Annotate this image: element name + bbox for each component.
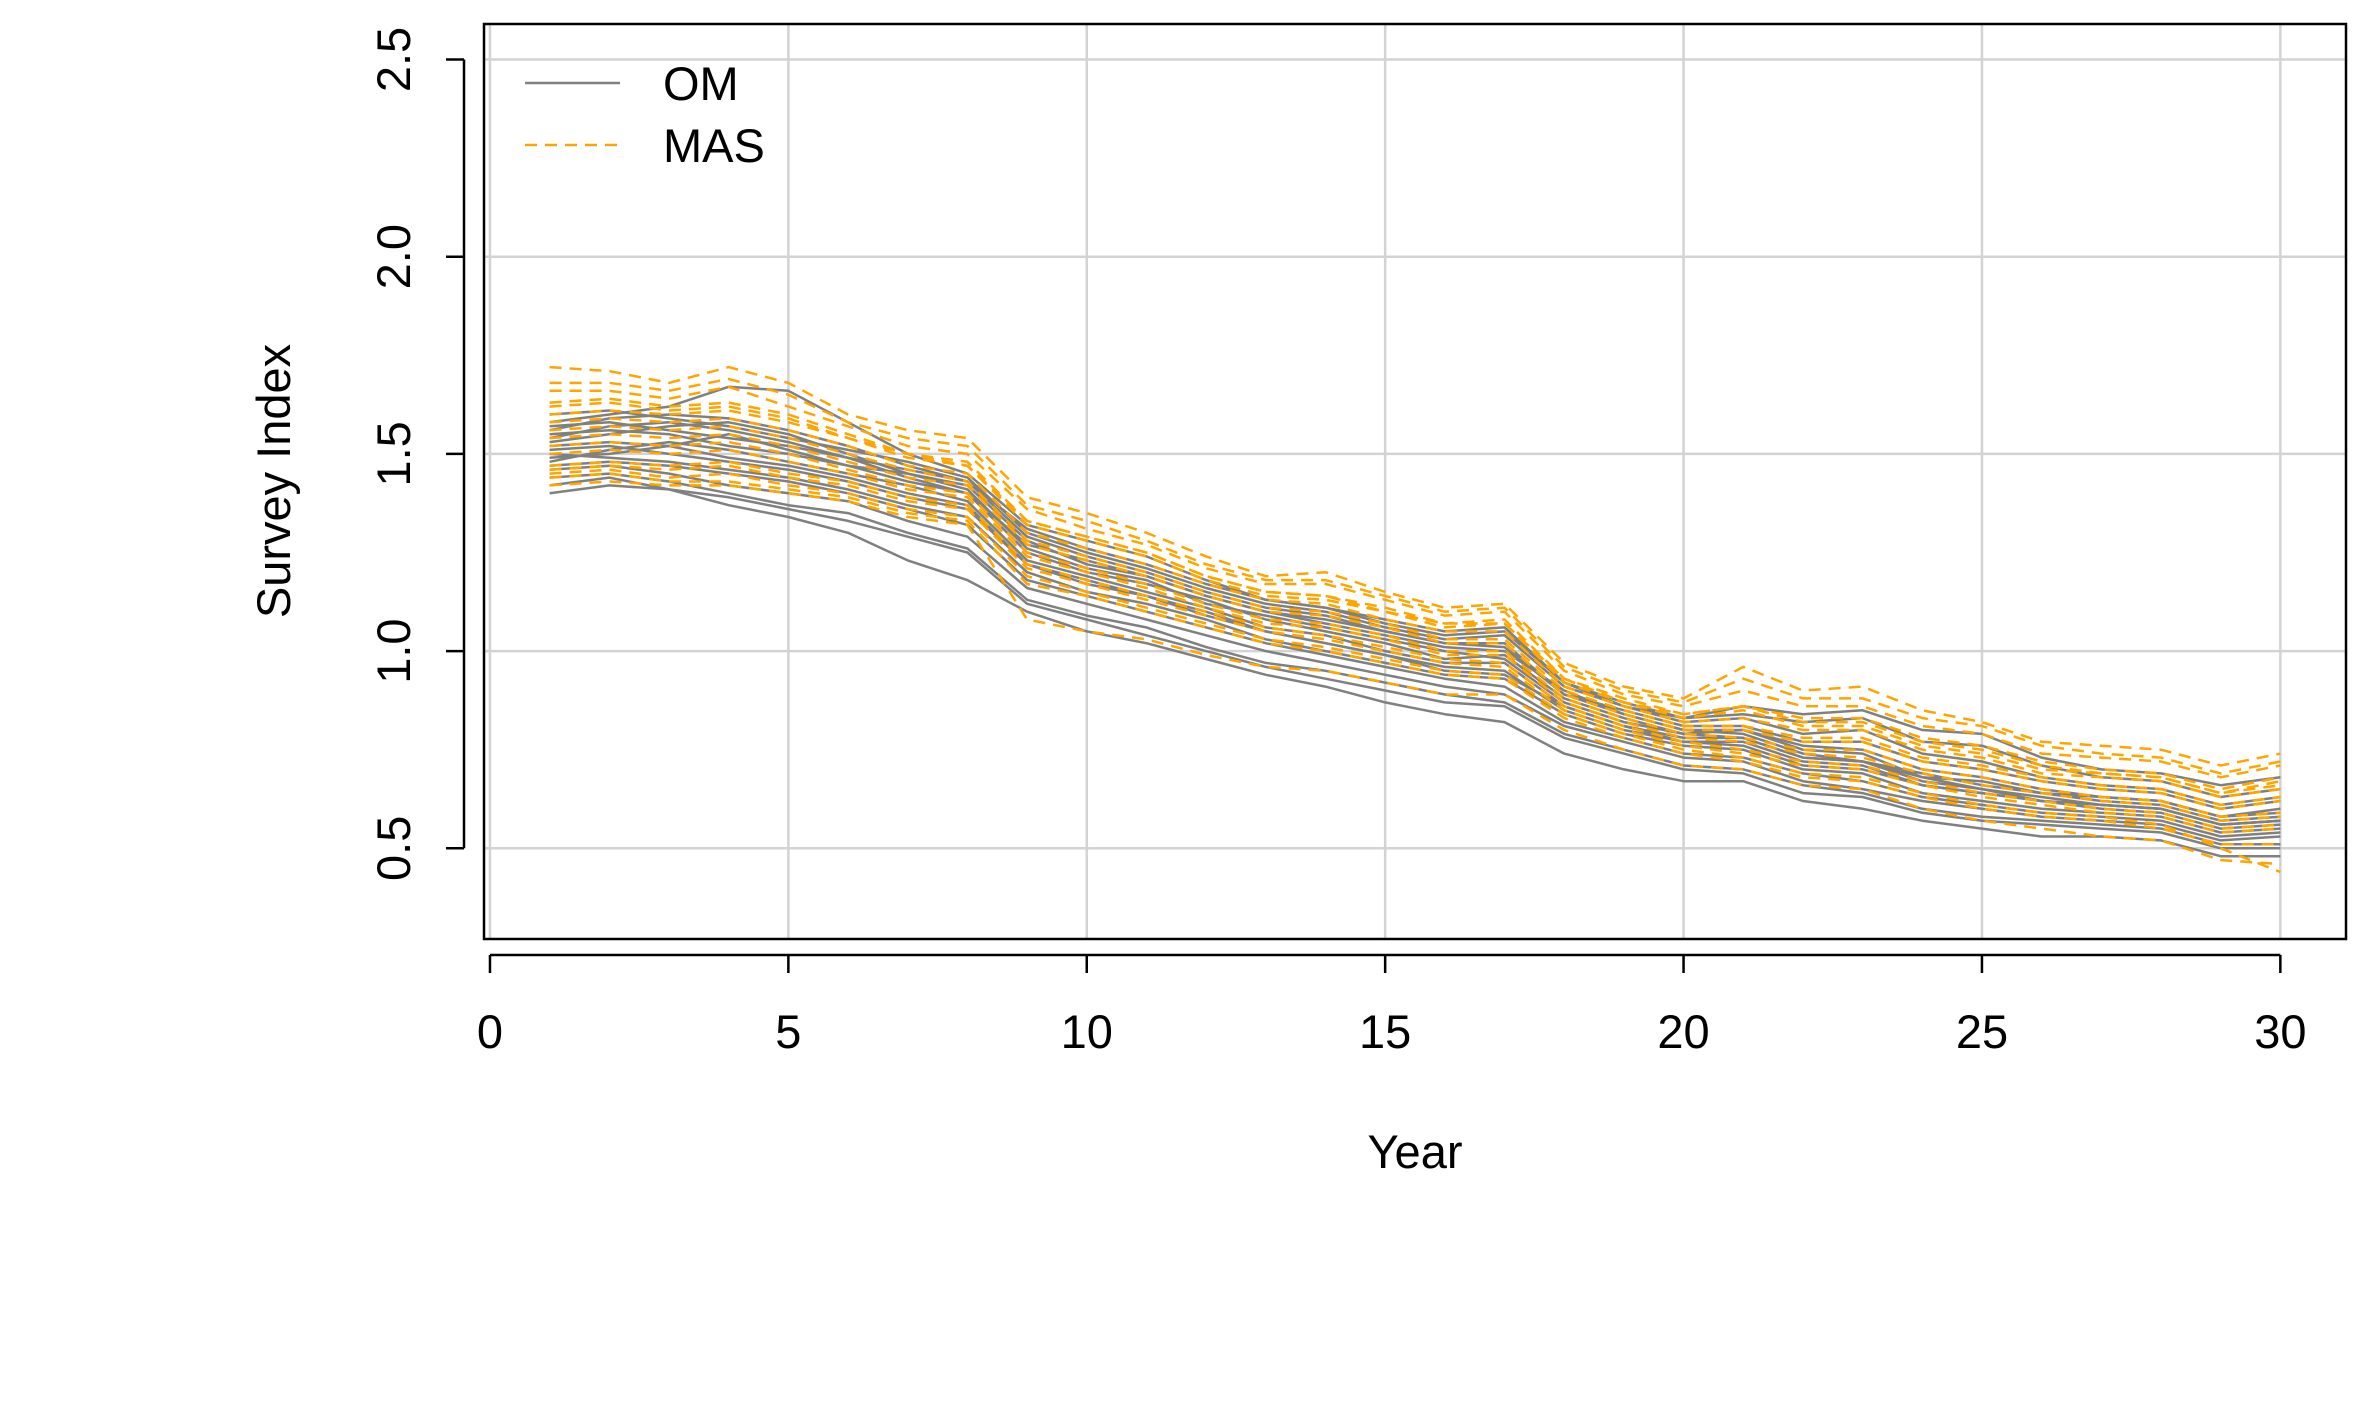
mas-series-line-1 [549, 365, 2281, 767]
plot-frame [482, 22, 2348, 941]
mas-series-line-15 [549, 425, 2281, 807]
legend-om-label: OM [663, 57, 739, 110]
mas-series-line-5 [549, 432, 2281, 811]
legend-mas-label: MAS [663, 119, 765, 172]
mas-series-line-6 [549, 448, 2281, 822]
y-tick-label: 2.0 [367, 224, 420, 289]
x-axis: 0 5 10 15 20 25 30 [477, 953, 2306, 1058]
mas-series-line-2 [549, 385, 2281, 779]
mas-series-line-10 [549, 409, 2281, 795]
om-series-line-14 [549, 421, 2281, 818]
x-tick-label: 25 [1956, 1005, 2008, 1058]
y-tick-label: 0.5 [367, 816, 420, 881]
y-tick-label: 2.5 [367, 27, 420, 92]
x-tick-label: 20 [1657, 1005, 1709, 1058]
y-tick-label: 1.5 [367, 421, 420, 486]
x-tick-label: 0 [477, 1005, 503, 1058]
y-axis-label: Survey Index [247, 344, 300, 618]
mas-series-line-4 [549, 417, 2281, 799]
legend: OM MAS [525, 57, 765, 172]
om-series-line-3 [549, 476, 2281, 858]
x-axis-label: Year [1368, 1125, 1463, 1178]
mas-series [549, 365, 2281, 874]
x-tick-label: 10 [1061, 1005, 1113, 1058]
mas-series-line-7 [549, 464, 2281, 834]
mas-series-line-13 [549, 480, 2281, 866]
mas-series-line-8 [549, 472, 2281, 846]
y-tick-label: 1.0 [367, 618, 420, 683]
x-tick-label: 5 [775, 1005, 801, 1058]
mas-series-line-14 [549, 401, 2281, 795]
mas-series-line-16 [549, 468, 2281, 874]
mas-series-line-3 [549, 397, 2281, 791]
y-axis: 0.5 1.0 1.5 2.0 2.5 [367, 27, 466, 881]
x-tick-label: 15 [1359, 1005, 1411, 1058]
om-series-line-7 [549, 409, 2281, 807]
mas-series-line-11 [549, 440, 2281, 818]
x-tick-label: 30 [2254, 1005, 2306, 1058]
mas-series-line-12 [549, 460, 2281, 830]
